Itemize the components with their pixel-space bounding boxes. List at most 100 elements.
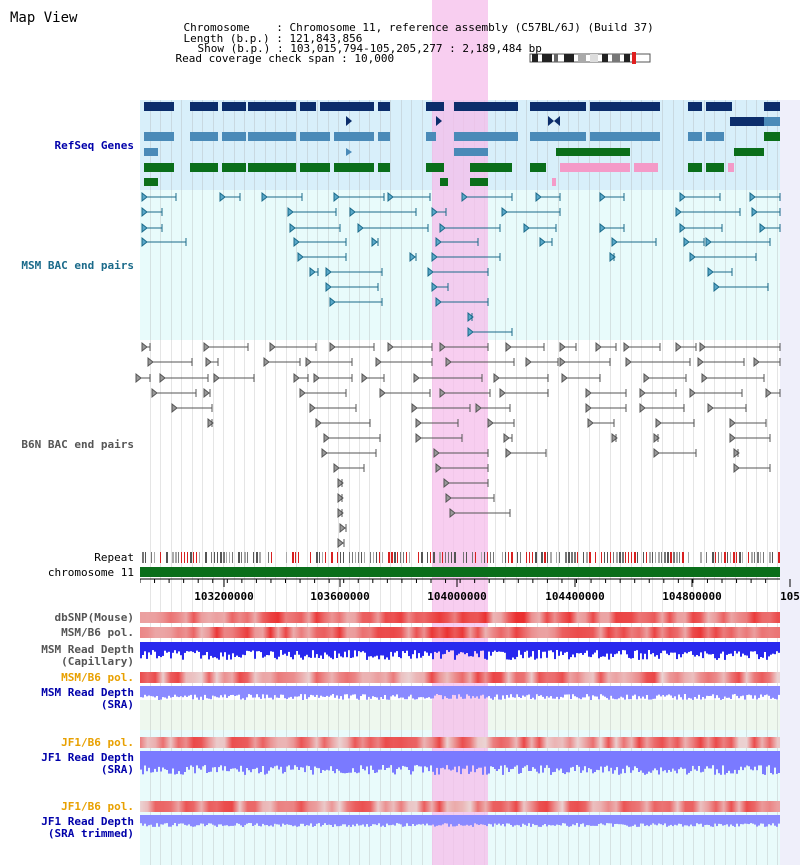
depth-bar[interactable]: [586, 751, 588, 773]
depth-bar[interactable]: [160, 815, 162, 825]
depth-bar[interactable]: [696, 642, 698, 655]
depth-bar[interactable]: [428, 751, 430, 772]
depth-bar[interactable]: [298, 686, 300, 697]
depth-bar[interactable]: [468, 751, 470, 774]
depth-bar[interactable]: [296, 815, 298, 827]
depth-bar[interactable]: [676, 686, 678, 700]
depth-bar[interactable]: [392, 751, 394, 773]
repeat-element[interactable]: [445, 552, 446, 563]
track-label-msm-pol-1[interactable]: MSM/B6 pol.: [61, 626, 134, 639]
depth-bar[interactable]: [496, 815, 498, 825]
depth-bar[interactable]: [276, 751, 278, 766]
bac-end-marker[interactable]: [305, 356, 312, 368]
depth-bar[interactable]: [772, 686, 774, 698]
bac-end-marker[interactable]: [729, 417, 736, 429]
depth-bar[interactable]: [524, 751, 526, 767]
depth-bar[interactable]: [706, 815, 708, 825]
depth-bar[interactable]: [520, 642, 522, 655]
depth-bar[interactable]: [372, 751, 374, 770]
depth-bar[interactable]: [460, 751, 462, 775]
depth-bar[interactable]: [324, 815, 326, 824]
refseq-genes-track[interactable]: [0, 0, 800, 200]
depth-bar[interactable]: [278, 751, 280, 770]
depth-bar[interactable]: [504, 642, 506, 653]
depth-bar[interactable]: [444, 815, 446, 824]
depth-bar[interactable]: [712, 686, 714, 695]
depth-bar[interactable]: [484, 686, 486, 699]
depth-bar[interactable]: [738, 642, 740, 652]
depth-bar[interactable]: [290, 642, 292, 658]
depth-bar[interactable]: [536, 751, 538, 772]
depth-bar[interactable]: [542, 751, 544, 773]
depth-bar[interactable]: [260, 815, 262, 827]
depth-bar[interactable]: [694, 686, 696, 697]
bac-end-marker[interactable]: [701, 372, 708, 384]
depth-bar[interactable]: [664, 815, 666, 824]
depth-bar[interactable]: [282, 642, 284, 655]
repeat-element[interactable]: [631, 552, 632, 563]
depth-bar[interactable]: [654, 686, 656, 699]
depth-bar[interactable]: [656, 642, 658, 656]
depth-bar[interactable]: [422, 686, 424, 698]
depth-bar[interactable]: [232, 642, 234, 654]
depth-bar[interactable]: [610, 642, 612, 654]
depth-bar[interactable]: [474, 751, 476, 773]
depth-bar[interactable]: [240, 686, 242, 700]
depth-bar[interactable]: [758, 815, 760, 826]
repeat-element[interactable]: [763, 552, 764, 563]
depth-bar[interactable]: [206, 815, 208, 825]
track-label-msm-depth-sra-1[interactable]: MSM Read Depth: [41, 686, 134, 699]
depth-bar[interactable]: [500, 815, 502, 826]
repeat-element[interactable]: [646, 552, 647, 563]
depth-bar[interactable]: [182, 815, 184, 824]
depth-bar[interactable]: [540, 642, 542, 659]
depth-bar[interactable]: [762, 686, 764, 697]
depth-bar[interactable]: [172, 642, 174, 653]
depth-bar[interactable]: [642, 686, 644, 697]
depth-bar[interactable]: [610, 686, 612, 696]
depth-bar[interactable]: [156, 642, 158, 659]
depth-bar[interactable]: [674, 751, 676, 771]
depth-bar[interactable]: [228, 686, 230, 697]
depth-bar[interactable]: [682, 751, 684, 769]
depth-bar[interactable]: [704, 686, 706, 699]
depth-bar[interactable]: [206, 751, 208, 773]
depth-bar[interactable]: [568, 642, 570, 660]
depth-bar[interactable]: [562, 815, 564, 824]
depth-bar[interactable]: [608, 642, 610, 660]
depth-bar[interactable]: [636, 642, 638, 651]
depth-bar[interactable]: [724, 815, 726, 826]
depth-bar[interactable]: [196, 686, 198, 698]
depth-bar[interactable]: [504, 686, 506, 699]
depth-bar[interactable]: [208, 751, 210, 773]
depth-bar[interactable]: [220, 751, 222, 766]
depth-bar[interactable]: [536, 642, 538, 659]
depth-bar[interactable]: [464, 815, 466, 826]
depth-bar[interactable]: [312, 751, 314, 775]
depth-bar[interactable]: [484, 815, 486, 825]
depth-bar[interactable]: [386, 815, 388, 824]
repeat-element[interactable]: [583, 552, 584, 563]
depth-bar[interactable]: [742, 642, 744, 654]
bac-end-marker[interactable]: [505, 341, 512, 353]
depth-bar[interactable]: [626, 642, 628, 655]
depth-bar[interactable]: [596, 642, 598, 651]
depth-bar[interactable]: [486, 815, 488, 827]
depth-bar[interactable]: [166, 751, 168, 770]
depth-bar[interactable]: [402, 642, 404, 652]
depth-bar[interactable]: [304, 642, 306, 657]
depth-bar[interactable]: [156, 686, 158, 696]
depth-bar[interactable]: [354, 815, 356, 827]
depth-bar[interactable]: [770, 642, 772, 655]
depth-bar[interactable]: [380, 751, 382, 770]
depth-bar[interactable]: [744, 751, 746, 768]
repeat-element[interactable]: [310, 552, 311, 563]
depth-bar[interactable]: [380, 686, 382, 697]
depth-bar[interactable]: [622, 815, 624, 825]
repeat-element[interactable]: [529, 552, 530, 563]
depth-bar[interactable]: [216, 686, 218, 698]
depth-bar[interactable]: [340, 642, 342, 657]
repeat-element[interactable]: [679, 552, 680, 563]
depth-bar[interactable]: [366, 815, 368, 825]
repeat-element[interactable]: [352, 552, 353, 563]
